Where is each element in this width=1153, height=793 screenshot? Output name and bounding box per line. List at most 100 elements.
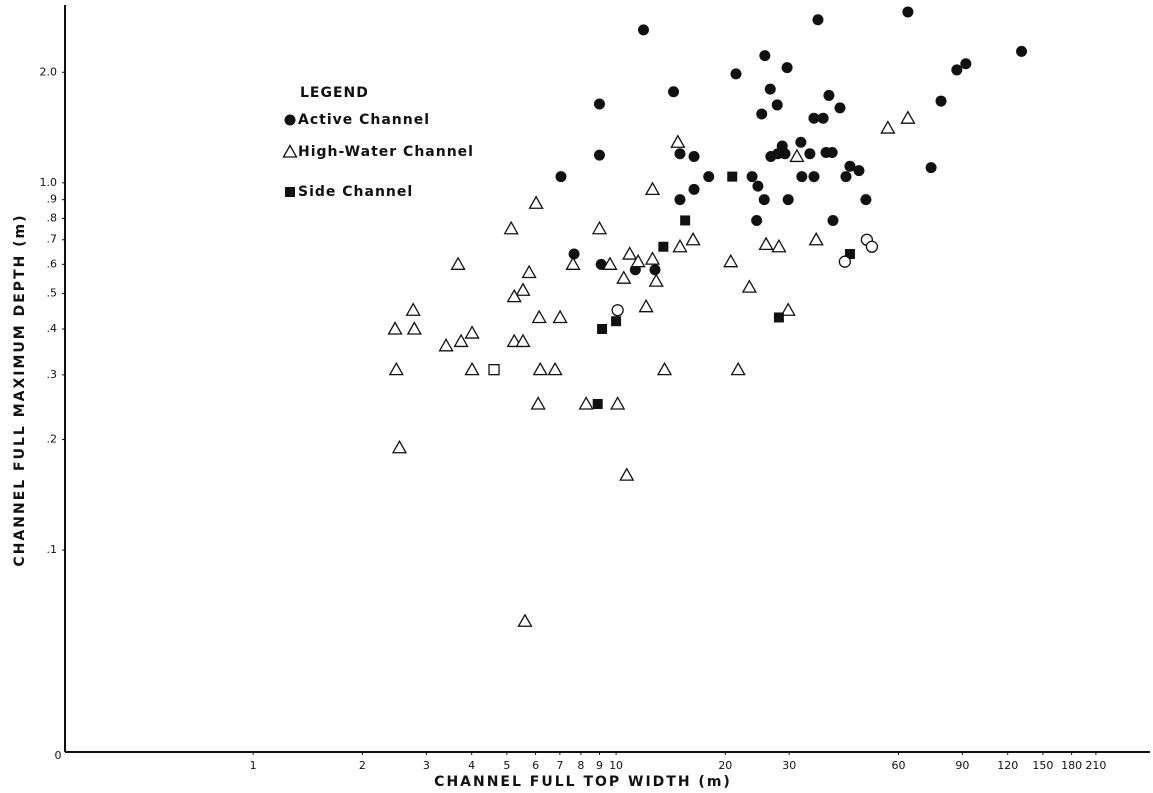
point [781,62,793,74]
point [844,160,856,172]
x-tick-label: 4 [468,759,475,772]
point [438,337,454,352]
point [680,215,691,226]
legend-label: Active Channel [298,112,430,128]
point [860,194,872,206]
x-tick-label: 210 [1085,759,1106,772]
x-tick-label: 6 [532,759,539,772]
point [670,134,686,148]
point [834,102,846,114]
legend-label: Side Channel [298,184,413,200]
point [622,246,638,260]
point [756,108,768,120]
point [592,398,603,409]
point [746,171,758,183]
x-tick-label: 10 [609,759,623,772]
point [935,95,947,107]
legend-marker [284,114,296,126]
point [758,194,770,206]
point [555,171,567,183]
legend-marker [282,144,298,158]
point [531,309,547,324]
point [817,112,829,124]
point [528,195,544,209]
point [960,58,972,70]
y-tick-label: .6 [47,257,58,270]
y-tick-label: .1 [47,543,58,556]
point [1016,45,1028,57]
y-tick-label: .5 [47,286,58,299]
y-tick-label: .3 [47,368,58,381]
point [827,214,839,226]
legend-title: LEGEND [300,85,369,101]
y-tick-label: .8 [47,211,58,224]
point [593,149,605,161]
x-tick-label: 8 [577,759,584,772]
point [630,253,646,268]
x-tick-label: 5 [503,759,510,772]
point [808,171,820,183]
point [638,298,654,313]
y-tick-label: .7 [47,233,58,246]
point [644,251,661,265]
point [658,241,669,252]
x-tick-label: 30 [782,759,796,772]
x-tick-label: 7 [556,759,563,772]
point [405,302,421,316]
point [902,6,914,18]
point [488,364,500,376]
point [865,240,879,253]
point [795,136,807,148]
point [674,148,686,160]
point [771,238,787,253]
x-tick-label: 150 [1032,759,1053,772]
point [741,279,758,293]
point [595,258,607,270]
x-tick-label: 120 [997,759,1018,772]
point [602,256,618,270]
point [610,396,626,410]
x-tick-label: 2 [359,759,366,772]
point [648,273,664,287]
point [515,282,531,296]
point [547,361,563,376]
point [611,304,624,317]
point [951,64,963,76]
point [853,165,865,177]
point [503,220,519,235]
point [780,302,796,316]
point [517,613,533,627]
point [649,264,661,276]
point [925,162,937,174]
point [808,112,820,124]
point [565,256,581,270]
point [838,255,852,268]
point [880,120,896,134]
point [450,256,466,270]
x-tick-label: 1 [250,759,257,772]
point [506,288,522,303]
point [521,264,537,279]
point [844,249,855,260]
point [730,68,742,80]
point [668,86,680,98]
point [532,361,548,376]
point [730,361,746,376]
point [672,238,688,253]
point [840,171,852,183]
point [597,324,608,335]
legend-marker [285,187,295,197]
point [771,99,783,111]
point [674,194,686,206]
point [773,312,784,323]
point [464,325,480,339]
point [751,214,763,226]
point [723,253,739,268]
point [568,248,580,260]
x-tick-label: 60 [891,759,905,772]
point [464,361,480,376]
y-tick-label: .9 [47,193,58,206]
point [453,333,469,348]
point [388,361,404,376]
x-tick-label: 180 [1061,759,1082,772]
